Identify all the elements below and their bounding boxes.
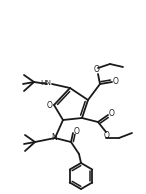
- Text: O: O: [94, 66, 100, 74]
- Text: O: O: [104, 132, 110, 140]
- Text: N: N: [51, 133, 57, 143]
- Text: O: O: [74, 127, 80, 137]
- Text: O: O: [109, 109, 115, 119]
- Text: O: O: [47, 100, 53, 109]
- Text: HN: HN: [40, 80, 51, 86]
- Text: O: O: [113, 77, 119, 87]
